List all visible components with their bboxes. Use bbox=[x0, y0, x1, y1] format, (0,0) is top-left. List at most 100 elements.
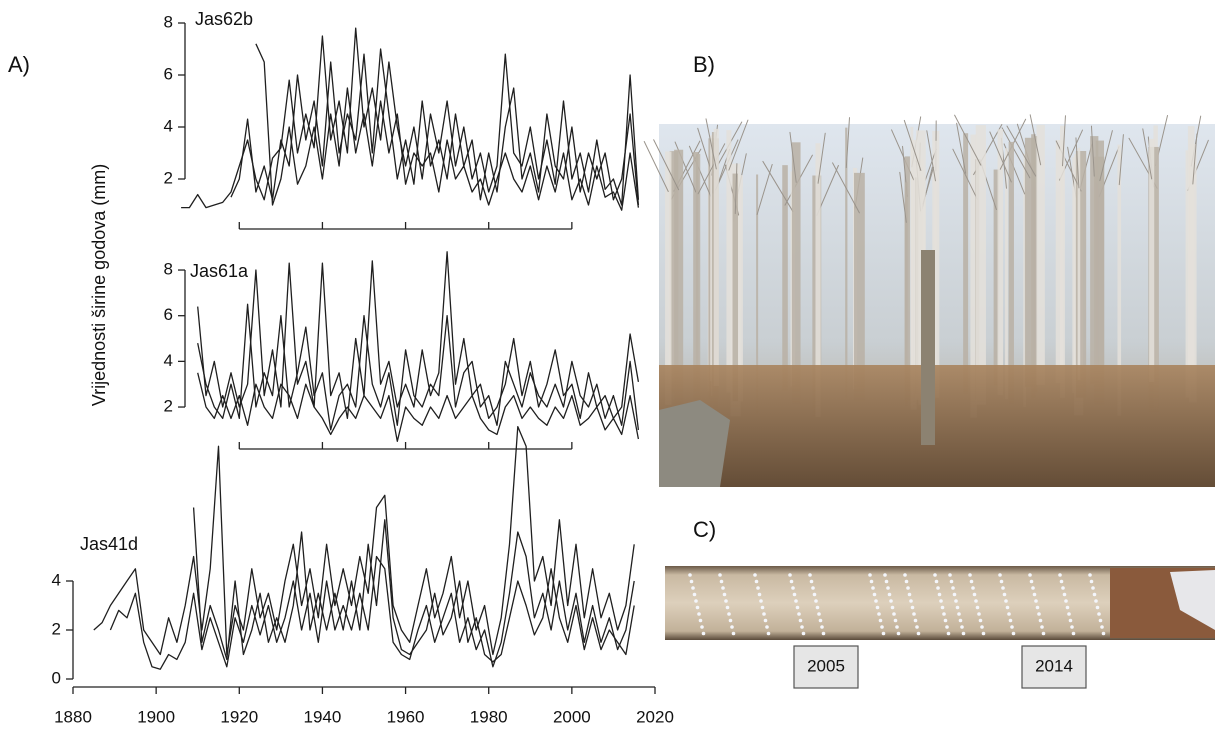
tree-branch bbox=[1192, 133, 1198, 185]
core-mark bbox=[883, 573, 887, 577]
tree-branch bbox=[956, 122, 967, 174]
core-mark bbox=[869, 579, 874, 584]
core-mark bbox=[878, 618, 883, 623]
core-mark bbox=[872, 592, 877, 597]
core-mark bbox=[798, 618, 803, 623]
core-mark bbox=[694, 599, 698, 603]
tree-branch bbox=[728, 119, 749, 171]
tree-branch bbox=[845, 117, 850, 169]
core-mark bbox=[698, 618, 703, 623]
core-mark bbox=[766, 631, 771, 636]
core-mark bbox=[906, 586, 910, 590]
core-mark bbox=[877, 612, 881, 616]
tree-trunk bbox=[782, 165, 788, 391]
core-mark bbox=[1031, 586, 1035, 590]
tree-branch bbox=[832, 162, 860, 214]
core-mark bbox=[978, 618, 983, 623]
core-mark bbox=[1058, 573, 1062, 577]
core-mark bbox=[789, 579, 794, 584]
core-mark bbox=[1098, 618, 1103, 623]
core-mark bbox=[871, 586, 875, 590]
tree-trunk bbox=[1060, 125, 1065, 398]
core-mark bbox=[1041, 631, 1046, 636]
core-mark bbox=[1038, 618, 1043, 623]
core-mark bbox=[1092, 592, 1097, 597]
core-mark bbox=[948, 573, 952, 577]
y-tick-label: 8 bbox=[164, 12, 173, 31]
tree-branch bbox=[1099, 130, 1113, 182]
x-tick-label: 1920 bbox=[220, 707, 258, 726]
core-mark bbox=[896, 631, 901, 636]
tree-trunk bbox=[1033, 136, 1038, 393]
panel-label: B) bbox=[693, 52, 715, 77]
core-mark bbox=[945, 625, 949, 629]
core-mark bbox=[1040, 625, 1044, 629]
ring-width-line bbox=[197, 372, 640, 442]
tree-branch bbox=[817, 132, 826, 184]
ring-width-line bbox=[181, 27, 640, 209]
tree-branch bbox=[1001, 127, 1031, 179]
tree-branch bbox=[989, 131, 1012, 183]
y-tick-label: 4 bbox=[164, 116, 173, 135]
tree-branch bbox=[643, 141, 669, 193]
core-mark bbox=[754, 579, 759, 584]
core-mark bbox=[731, 631, 736, 636]
core-mark bbox=[808, 573, 812, 577]
core-mark bbox=[952, 592, 957, 597]
core-mark bbox=[960, 625, 964, 629]
tree-branch bbox=[1029, 114, 1042, 166]
tree-trunk bbox=[791, 142, 801, 404]
core-mark bbox=[981, 631, 986, 636]
core-mark bbox=[695, 605, 700, 610]
tree-branch bbox=[734, 163, 738, 215]
core-year-label: 2014 bbox=[1035, 656, 1073, 675]
core-mark bbox=[689, 579, 694, 584]
core-mark bbox=[1004, 599, 1008, 603]
tree-trunk bbox=[934, 140, 937, 383]
tree-trunk bbox=[1095, 140, 1105, 386]
core-mark bbox=[1037, 612, 1041, 616]
core-mark bbox=[795, 605, 800, 610]
tree-branch bbox=[697, 143, 726, 195]
tree-trunk bbox=[845, 127, 848, 399]
core-mark bbox=[1029, 579, 1034, 584]
tree-trunk bbox=[993, 169, 1000, 386]
tree-trunk bbox=[695, 153, 701, 402]
core-mark bbox=[719, 579, 724, 584]
core-mark bbox=[765, 625, 769, 629]
tree-trunk bbox=[854, 172, 865, 402]
core-mark bbox=[887, 592, 892, 597]
core-mark bbox=[969, 579, 974, 584]
core-mark bbox=[999, 579, 1004, 584]
core-mark bbox=[916, 631, 921, 636]
core-mark bbox=[895, 625, 899, 629]
core-mark bbox=[724, 599, 728, 603]
core-mark bbox=[957, 612, 961, 616]
forest-photo bbox=[643, 114, 1215, 487]
core-mark bbox=[812, 592, 817, 597]
tree-trunk bbox=[904, 182, 908, 407]
core-mark bbox=[884, 579, 889, 584]
core-mark bbox=[912, 612, 916, 616]
core-mark bbox=[1100, 625, 1104, 629]
core-mark bbox=[1005, 605, 1010, 610]
core-mark bbox=[1035, 605, 1040, 610]
core-mark bbox=[760, 605, 765, 610]
core-mark bbox=[977, 612, 981, 616]
core-mark bbox=[939, 599, 943, 603]
core-mark bbox=[974, 599, 978, 603]
tree-branch bbox=[1142, 128, 1153, 180]
y-tick-label: 6 bbox=[164, 305, 173, 324]
core-mark bbox=[757, 592, 762, 597]
y-tick-label: 8 bbox=[164, 260, 173, 279]
x-tick-label: 2020 bbox=[636, 707, 674, 726]
tree-trunk bbox=[963, 133, 969, 395]
panel-title: Jas62b bbox=[195, 9, 253, 29]
tree-trunk bbox=[1055, 140, 1064, 384]
core-mark bbox=[792, 592, 797, 597]
core-mark bbox=[1001, 586, 1005, 590]
tree-trunk bbox=[756, 174, 759, 414]
core-mark bbox=[961, 631, 966, 636]
core-mark bbox=[910, 605, 915, 610]
y-tick-label: 4 bbox=[164, 351, 173, 370]
